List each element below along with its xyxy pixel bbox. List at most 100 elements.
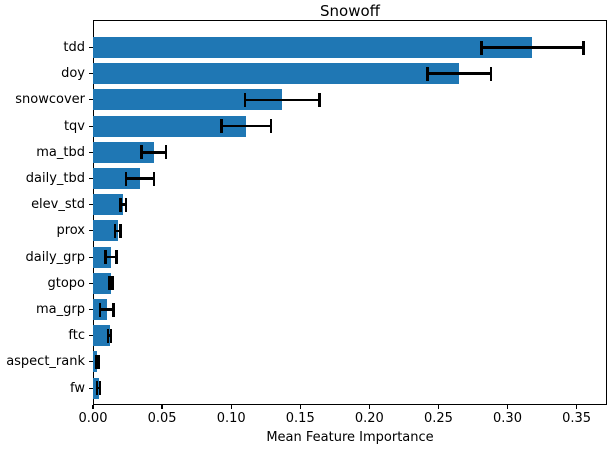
- error-bar-cap: [104, 250, 107, 265]
- y-tick: [89, 387, 93, 389]
- y-tick-label: elev_std: [31, 197, 85, 213]
- y-tick-label: ma_tbd: [36, 144, 85, 160]
- error-bar: [141, 151, 167, 154]
- y-tick-label: daily_tbd: [25, 171, 85, 186]
- bar: [93, 168, 140, 189]
- x-tick-label: 0.20: [354, 411, 384, 426]
- y-tick: [89, 151, 93, 153]
- error-bar-cap: [115, 250, 118, 265]
- x-tick-label: 0.00: [78, 411, 108, 426]
- y-tick-label: daily_grp: [25, 249, 85, 265]
- y-tick: [89, 361, 93, 363]
- x-tick: [92, 405, 94, 409]
- error-bar-cap: [113, 223, 117, 238]
- error-bar: [105, 255, 117, 259]
- error-bar: [221, 124, 272, 128]
- x-tick-label: 0.30: [493, 411, 522, 426]
- y-tick-label: gtopo: [47, 275, 85, 291]
- x-tick-label: 0.05: [147, 411, 177, 426]
- bar: [93, 272, 111, 294]
- error-bar: [427, 72, 491, 75]
- x-axis-label: Mean Feature Importance: [266, 430, 434, 445]
- x-tick-label: 0.25: [423, 411, 453, 426]
- bar: [93, 63, 460, 85]
- y-tick: [89, 308, 93, 311]
- y-tick: [89, 335, 93, 337]
- x-tick: [161, 405, 163, 409]
- y-tick: [89, 282, 93, 284]
- error-bar: [481, 46, 584, 49]
- y-tick-label: ma_grp: [36, 302, 85, 317]
- bar: [93, 115, 247, 137]
- error-bar-cap: [108, 276, 111, 291]
- bar: [93, 194, 124, 216]
- error-bar: [115, 229, 121, 233]
- error-bar-cap: [220, 119, 223, 134]
- bar: [93, 325, 110, 347]
- error-bar-cap: [480, 40, 483, 55]
- error-bar-cap: [119, 223, 122, 238]
- y-tick: [89, 177, 93, 180]
- error-bar: [108, 334, 111, 337]
- error-bar-cap: [95, 381, 99, 396]
- error-bar-cap: [109, 328, 113, 343]
- error-bar-cap: [112, 302, 115, 317]
- y-tick: [89, 125, 93, 127]
- error-bar-cap: [243, 92, 247, 107]
- y-tick-label: fw: [70, 380, 85, 396]
- error-bar-cap: [426, 66, 429, 81]
- y-tick-label: prox: [56, 223, 85, 239]
- error-bar-cap: [106, 328, 110, 343]
- error-bar-cap: [98, 381, 102, 396]
- x-tick: [368, 405, 370, 409]
- error-bar-cap: [140, 145, 143, 160]
- x-tick: [576, 405, 578, 409]
- bar: [93, 141, 154, 163]
- x-tick-label: 0.15: [285, 411, 315, 426]
- error-bar-cap: [97, 354, 100, 369]
- x-tick-label: 0.10: [216, 411, 246, 426]
- error-bar-cap: [124, 197, 128, 212]
- x-tick: [299, 405, 301, 409]
- error-bar: [99, 308, 114, 311]
- x-tick-label: 0.35: [562, 411, 592, 426]
- error-bar-cap: [152, 171, 156, 186]
- error-bar-cap: [98, 302, 102, 317]
- error-bar: [109, 282, 113, 285]
- y-tick-label: snowcover: [15, 92, 85, 108]
- error-bar: [126, 177, 154, 180]
- y-tick-label: tqv: [63, 118, 85, 134]
- y-tick: [89, 46, 93, 49]
- y-tick: [89, 230, 93, 232]
- y-tick-label: ftc: [68, 328, 85, 344]
- bar: [93, 37, 533, 58]
- error-bar-cap: [119, 197, 122, 212]
- y-tick: [89, 73, 93, 75]
- error-bar: [97, 386, 100, 390]
- error-bar: [120, 203, 127, 206]
- bar: [93, 89, 283, 111]
- bar: [93, 220, 118, 242]
- error-bar-cap: [124, 171, 128, 186]
- error-bar: [95, 360, 99, 364]
- x-tick: [230, 405, 232, 409]
- error-bar-cap: [489, 66, 493, 81]
- error-bar-cap: [318, 92, 321, 107]
- x-tick: [506, 405, 509, 409]
- error-bar-cap: [111, 276, 114, 291]
- y-tick-label: doy: [61, 66, 85, 82]
- bar: [93, 377, 99, 399]
- y-tick: [89, 99, 93, 101]
- y-tick-label: aspect_rank: [6, 354, 85, 370]
- error-bar-cap: [582, 40, 585, 55]
- error-bar-cap: [269, 119, 273, 134]
- y-tick: [89, 204, 93, 206]
- y-tick-label: tdd: [63, 40, 85, 55]
- error-bar: [244, 98, 320, 102]
- chart-title: Snowoff: [320, 2, 380, 20]
- error-bar-cap: [164, 145, 168, 160]
- error-bar-cap: [94, 354, 97, 369]
- x-tick: [437, 405, 440, 409]
- y-tick: [89, 256, 93, 258]
